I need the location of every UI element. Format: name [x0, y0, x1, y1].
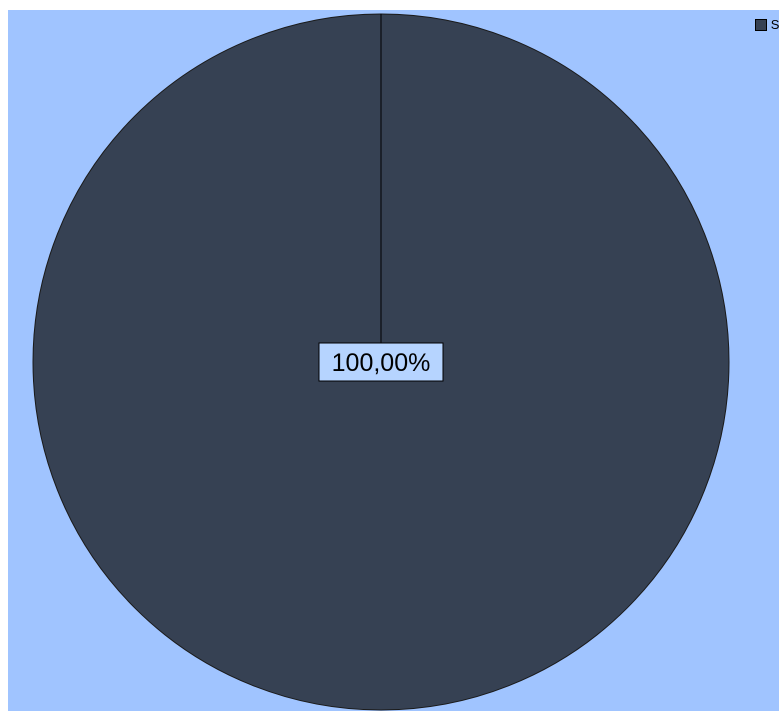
pie-chart: 100,00%: [32, 13, 730, 711]
chart-area: 100,00% Sí: [8, 10, 779, 711]
legend: Sí: [754, 17, 779, 32]
data-label-text: 100,00%: [332, 349, 431, 377]
legend-label: Sí: [770, 17, 779, 32]
data-label: 100,00%: [318, 342, 444, 382]
data-label-box: [318, 342, 444, 382]
legend-swatch: [754, 18, 767, 31]
